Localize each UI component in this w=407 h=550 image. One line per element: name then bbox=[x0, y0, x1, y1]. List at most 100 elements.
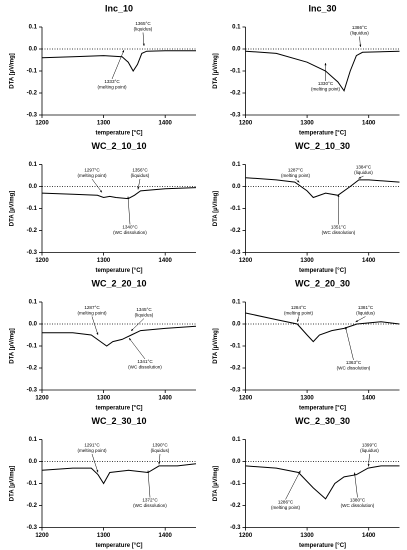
y-axis-label: DTA [µV/mg] bbox=[10, 466, 16, 501]
y-tick-label: -0.1 bbox=[27, 69, 38, 75]
arrow-head bbox=[129, 338, 132, 341]
annotation: 1390°C bbox=[152, 443, 168, 448]
x-tick-label: 1400 bbox=[362, 396, 376, 402]
annotation: (WC dissolution) bbox=[113, 230, 147, 235]
x-tick-label: 1400 bbox=[159, 533, 173, 539]
x-tick-label: 1400 bbox=[159, 258, 173, 264]
x-tick-label: 1200 bbox=[35, 396, 49, 402]
arrow-head bbox=[137, 187, 140, 190]
annotation-arrow bbox=[285, 470, 301, 500]
chart-title: Inc_10 bbox=[105, 3, 133, 13]
y-tick-label: 0.0 bbox=[29, 322, 38, 328]
y-tick-label: -0.2 bbox=[230, 503, 241, 509]
y-tick-label: 0.0 bbox=[232, 322, 241, 328]
y-tick-label: 0.1 bbox=[232, 162, 241, 168]
y-tick-label: -0.1 bbox=[230, 206, 241, 212]
y-axis-label: DTA [µV/mg] bbox=[10, 191, 16, 226]
data-line bbox=[42, 325, 197, 347]
arrow-head bbox=[358, 176, 361, 179]
annotation: (liquidus) bbox=[131, 173, 150, 178]
x-tick-label: 1200 bbox=[239, 396, 253, 402]
x-tick-label: 1300 bbox=[97, 396, 111, 402]
x-tick-label: 1400 bbox=[362, 121, 376, 127]
data-line bbox=[245, 465, 400, 500]
y-tick-label: 0.1 bbox=[29, 437, 38, 443]
y-tick-label: -0.2 bbox=[230, 228, 241, 234]
panel: WC_2_20_10 DTA [µV/mg] temperature [°C] 0.1… bbox=[10, 278, 197, 412]
y-tick-label: 0.1 bbox=[232, 437, 241, 443]
x-tick-label: 1200 bbox=[35, 258, 49, 264]
y-tick-label: -0.1 bbox=[230, 481, 241, 487]
x-tick-label: 1300 bbox=[97, 121, 111, 127]
arrow-head bbox=[297, 180, 300, 183]
arrow-head bbox=[122, 50, 125, 53]
annotation-arrow bbox=[91, 453, 99, 473]
annotation: 1333°C bbox=[104, 79, 120, 84]
x-tick-label: 1300 bbox=[300, 258, 314, 264]
y-tick-label: -0.3 bbox=[27, 113, 38, 119]
y-tick-label: -0.2 bbox=[27, 91, 38, 97]
annotation-arrow bbox=[130, 318, 145, 332]
annotation: 1365°C bbox=[135, 21, 151, 26]
y-axis-label: DTA [µV/mg] bbox=[213, 466, 219, 501]
x-axis-label: temperature [°C] bbox=[95, 131, 142, 137]
annotation: (melting point) bbox=[281, 173, 311, 178]
annotation: (WC dissolution) bbox=[133, 503, 167, 508]
arrow-head bbox=[298, 470, 301, 473]
y-tick-label: -0.3 bbox=[230, 113, 241, 119]
annotation: (melting point) bbox=[311, 87, 341, 92]
arrow-head bbox=[359, 44, 362, 47]
chart-title: WC_2_30_10 bbox=[91, 416, 146, 426]
panel: WC_2_10_30 DTA [µV/mg] temperature [°C] 0.1… bbox=[213, 141, 400, 274]
x-tick-label: 1300 bbox=[300, 396, 314, 402]
annotation: 1286°C bbox=[278, 500, 294, 505]
annotation: (melting point) bbox=[97, 85, 127, 90]
x-axis-label: temperature [°C] bbox=[95, 543, 142, 549]
x-tick-label: 1300 bbox=[97, 258, 111, 264]
data-line bbox=[41, 187, 197, 200]
y-tick-label: 0.0 bbox=[232, 184, 241, 190]
y-tick-label: -0.1 bbox=[230, 344, 241, 350]
y-tick-label: 0.1 bbox=[29, 300, 38, 306]
y-tick-label: 0.0 bbox=[232, 47, 241, 53]
x-axis-label: temperature [°C] bbox=[299, 543, 346, 549]
arrow-head bbox=[345, 327, 347, 330]
annotation-arrow bbox=[345, 326, 354, 361]
x-axis-label: temperature [°C] bbox=[299, 406, 346, 412]
arrow-head bbox=[131, 328, 134, 331]
y-axis-label: DTA [µV/mg] bbox=[10, 328, 16, 363]
x-axis-label: temperature [°C] bbox=[95, 406, 142, 412]
arrow-head bbox=[355, 320, 358, 322]
annotation: 1384°C bbox=[356, 165, 372, 170]
annotation: 1287°C bbox=[84, 305, 100, 310]
arrow-head bbox=[324, 63, 327, 66]
x-tick-label: 1200 bbox=[35, 121, 49, 127]
arrow-head bbox=[337, 194, 340, 197]
arrow-head bbox=[96, 332, 99, 335]
arrow-head bbox=[353, 472, 356, 475]
annotation-arrow bbox=[354, 472, 358, 498]
x-tick-label: 1400 bbox=[362, 533, 376, 539]
arrow-head bbox=[96, 470, 99, 473]
annotation: 1372°C bbox=[142, 498, 158, 503]
panel: Inc_10 DTA [µV/mg] temperature [°C] 0.1 0.0 -… bbox=[10, 3, 196, 137]
y-axis-label: DTA [µV/mg] bbox=[213, 53, 219, 88]
annotation-arrow bbox=[91, 178, 103, 193]
annotation: (liquidus) bbox=[134, 27, 153, 32]
chart-title: WC_2_20_30 bbox=[295, 278, 350, 288]
y-tick-label: 0.0 bbox=[29, 184, 38, 190]
annotation: (WC dissolution) bbox=[341, 503, 375, 508]
annotation: (liquidus) bbox=[151, 448, 170, 453]
y-tick-label: -0.1 bbox=[27, 206, 38, 212]
chart-title: WC_2_20_10 bbox=[91, 278, 146, 288]
annotation: 1341°C bbox=[137, 359, 153, 364]
y-tick-label: -0.2 bbox=[27, 503, 38, 509]
panel: WC_2_30_30 DTA [µV/mg] temperature [°C] 0.1… bbox=[213, 416, 400, 549]
y-tick-label: -0.1 bbox=[230, 69, 241, 75]
annotation: (melting point) bbox=[77, 311, 107, 316]
x-axis-label: temperature [°C] bbox=[299, 268, 346, 274]
x-tick-label: 1200 bbox=[239, 258, 253, 264]
x-tick-label: 1200 bbox=[35, 533, 49, 539]
annotation: (liquidus) bbox=[354, 170, 373, 175]
